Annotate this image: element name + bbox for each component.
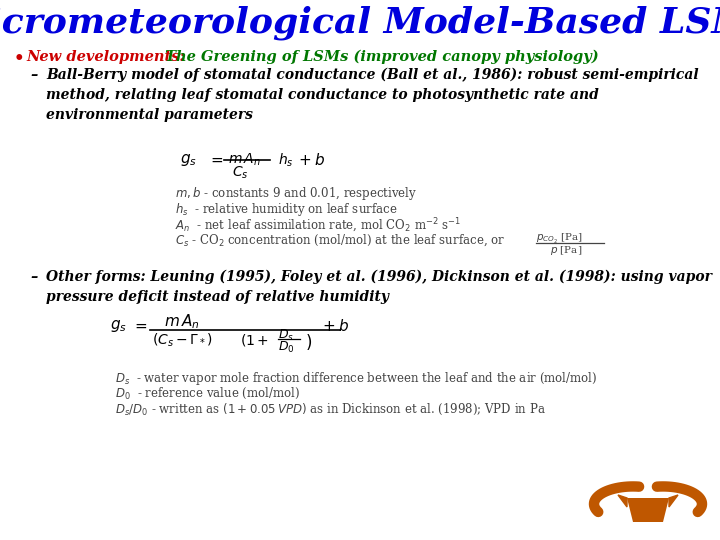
Text: $=$: $=$ — [132, 318, 148, 333]
Text: $p_{CO_2}$ [Pa]: $p_{CO_2}$ [Pa] — [536, 232, 583, 246]
Text: $D_s$  - water vapor mole fraction difference between the leaf and the air (mol/: $D_s$ - water vapor mole fraction differ… — [115, 370, 598, 387]
Text: $(C_s - \Gamma_*)$: $(C_s - \Gamma_*)$ — [152, 332, 212, 349]
Text: $D_s / D_0$ - written as $(1 + 0.05\,VPD)$ as in Dickinson et al. (1998); VPD in: $D_s / D_0$ - written as $(1 + 0.05\,VPD… — [115, 402, 546, 417]
Text: $C_s$: $C_s$ — [232, 165, 248, 181]
Text: $D_s$: $D_s$ — [278, 328, 294, 343]
Text: Other forms: Leuning (1995), Foley et al. (1996), Dickinson et al. (1998): using: Other forms: Leuning (1995), Foley et al… — [46, 270, 712, 305]
Text: $C_s$ - CO$_2$ concentration (mol/mol) at the leaf surface, or: $C_s$ - CO$_2$ concentration (mol/mol) a… — [175, 233, 505, 248]
Polygon shape — [618, 495, 627, 507]
Text: •: • — [14, 50, 24, 68]
Text: $g_s$: $g_s$ — [110, 318, 127, 334]
Text: $h_s$  - relative humidity on leaf surface: $h_s$ - relative humidity on leaf surfac… — [175, 201, 397, 218]
Text: $+\;b$: $+\;b$ — [298, 152, 326, 168]
Text: $m\,A_n$: $m\,A_n$ — [228, 152, 261, 168]
Text: $A_n$  - net leaf assimilation rate, mol CO$_2$ m$^{-2}$ s$^{-1}$: $A_n$ - net leaf assimilation rate, mol … — [175, 217, 461, 235]
Text: $m, b$ - constants 9 and 0.01, respectively: $m, b$ - constants 9 and 0.01, respectiv… — [175, 185, 417, 202]
Text: $p$ [Pa]: $p$ [Pa] — [550, 244, 582, 257]
Text: $)$: $)$ — [305, 332, 312, 352]
Text: The Greening of LSMs (improved canopy physiology): The Greening of LSMs (improved canopy ph… — [160, 50, 598, 64]
Text: $m\,A_n$: $m\,A_n$ — [164, 312, 199, 330]
Text: New developments:: New developments: — [26, 50, 185, 64]
Text: $h_s$: $h_s$ — [278, 152, 294, 170]
Text: $g_s$: $g_s$ — [180, 152, 197, 168]
Text: –: – — [30, 270, 37, 284]
Text: $D_0$: $D_0$ — [278, 340, 294, 355]
Text: $(1 +$: $(1 +$ — [240, 332, 269, 348]
Text: $D_0$  - reference value (mol/mol): $D_0$ - reference value (mol/mol) — [115, 386, 300, 401]
Polygon shape — [669, 495, 678, 507]
Polygon shape — [627, 498, 669, 522]
Text: Ball-Berry model of stomatal conductance (Ball et al., 1986): robust semi-empiri: Ball-Berry model of stomatal conductance… — [46, 68, 698, 123]
Text: $=$: $=$ — [208, 152, 224, 167]
Text: $+\;b$: $+\;b$ — [322, 318, 350, 334]
Text: –: – — [30, 68, 37, 82]
Text: Micrometeorological Model-Based LSMs: Micrometeorological Model-Based LSMs — [0, 6, 720, 40]
